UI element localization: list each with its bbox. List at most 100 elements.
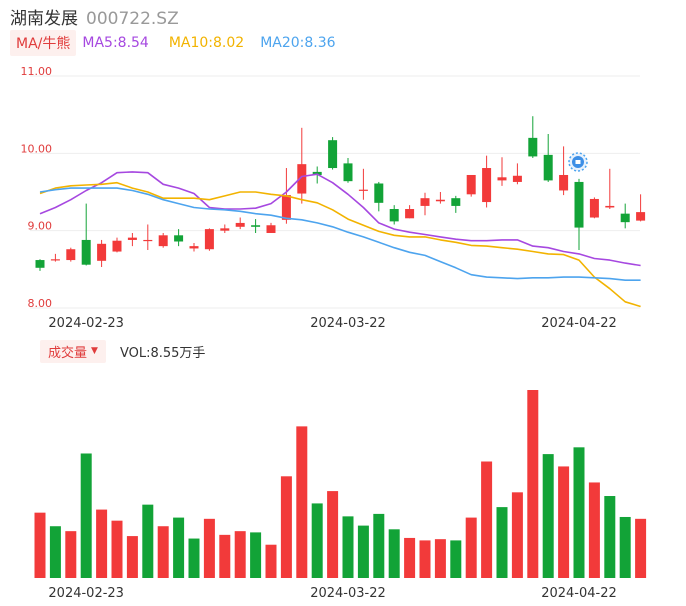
candle	[435, 192, 445, 204]
candle	[605, 168, 615, 210]
candle-body	[497, 177, 507, 181]
candle-body	[451, 198, 461, 206]
event-marker[interactable]	[568, 152, 588, 172]
ma20-line	[39, 187, 641, 282]
volume-bar	[404, 537, 416, 578]
candle	[636, 194, 646, 222]
x-tick-label: 2024-04-22	[541, 586, 617, 601]
volume-tag-label: 成交量	[48, 345, 88, 361]
candle	[466, 174, 476, 197]
date-axis-price: 2024-02-23 2024-03-22 2024-04-22	[48, 316, 616, 331]
candle-body	[297, 164, 307, 194]
candle-body	[405, 209, 415, 219]
candle-body	[374, 183, 384, 203]
ma10-legend: MA10:8.02	[168, 35, 245, 51]
candle	[143, 224, 153, 250]
candle-body	[220, 228, 230, 231]
volume-bar	[96, 509, 108, 578]
candle	[66, 247, 76, 262]
volume-bar	[327, 491, 339, 578]
candle-body	[66, 249, 76, 261]
volume-bar	[188, 538, 200, 578]
candle-body	[143, 239, 153, 242]
volume-bar	[588, 482, 600, 578]
candle	[127, 232, 137, 247]
volume-bar	[619, 516, 631, 578]
candle-body	[112, 240, 122, 252]
candle-body	[189, 246, 199, 249]
stock-code: 000722.SZ	[86, 9, 179, 29]
candle-body	[589, 198, 599, 218]
candle-body	[389, 209, 399, 222]
volume-bar	[126, 536, 138, 578]
volume-bar	[265, 544, 277, 578]
volume-bar	[357, 525, 369, 578]
candle-body	[35, 260, 45, 268]
volume-bar	[80, 453, 92, 578]
volume-value: VOL:8.55万手	[119, 345, 206, 361]
ma-legend: MA/牛熊 MA5:8.54 MA10:8.02 MA20:8.36	[10, 30, 336, 56]
candle	[235, 217, 245, 230]
x-tick-label: 2024-04-22	[541, 316, 617, 331]
candle	[266, 222, 276, 233]
candle	[405, 205, 415, 219]
volume-bar	[49, 526, 61, 578]
volume-bar	[527, 390, 539, 578]
candle-body	[528, 137, 538, 157]
ma20-legend: MA20:8.36	[260, 35, 336, 51]
volume-bar	[511, 492, 523, 578]
ma10-line	[39, 181, 641, 308]
y-tick-label: 10.00	[21, 142, 53, 155]
candle-body	[559, 174, 569, 191]
candle-body	[281, 195, 291, 220]
candle	[374, 181, 384, 212]
candle	[97, 239, 107, 268]
candle-body	[620, 213, 630, 223]
y-tick-label: 9.00	[28, 220, 53, 233]
candle-body	[482, 168, 492, 203]
volume-bar	[111, 520, 123, 578]
y-tick-label: 11.00	[21, 65, 53, 78]
candle	[389, 205, 399, 225]
stock-name: 湖南发展	[10, 9, 78, 29]
candle	[112, 237, 122, 253]
candle	[297, 127, 307, 204]
x-tick-label: 2024-03-22	[310, 316, 386, 331]
candle	[81, 203, 91, 266]
candle-body	[266, 225, 276, 233]
volume-bar	[234, 531, 246, 578]
candle	[251, 219, 261, 233]
volume-bar	[604, 496, 616, 578]
volume-bar	[173, 517, 185, 578]
volume-bar	[558, 466, 570, 578]
stock-header: 湖南发展 000722.SZ	[10, 4, 179, 29]
volume-bar	[34, 512, 46, 578]
candle	[174, 229, 184, 247]
volume-bar	[311, 503, 323, 578]
volume-bar	[434, 539, 446, 578]
candle-body	[605, 205, 615, 208]
volume-series	[34, 390, 647, 578]
candle-body	[636, 212, 646, 221]
candle	[559, 146, 569, 196]
candle	[328, 137, 338, 170]
candle	[451, 195, 461, 213]
candle-body	[50, 259, 60, 261]
volume-bar	[373, 513, 385, 578]
candle	[158, 232, 168, 248]
event-marker-glyph	[575, 160, 581, 164]
volume-bar	[573, 447, 585, 578]
candle-body	[466, 174, 476, 195]
candle-body	[358, 189, 368, 191]
price-grid	[30, 75, 640, 309]
candle-body	[328, 140, 338, 169]
x-tick-label: 2024-02-23	[48, 586, 124, 601]
volume-bar	[280, 476, 292, 578]
ma-indicator-selector[interactable]: MA/牛熊	[10, 30, 77, 56]
volume-bar	[481, 461, 493, 578]
candle-body	[81, 239, 91, 265]
x-tick-label: 2024-02-23	[48, 316, 124, 331]
candle	[497, 157, 507, 186]
volume-indicator-selector[interactable]: 成交量 ▼	[40, 339, 106, 363]
